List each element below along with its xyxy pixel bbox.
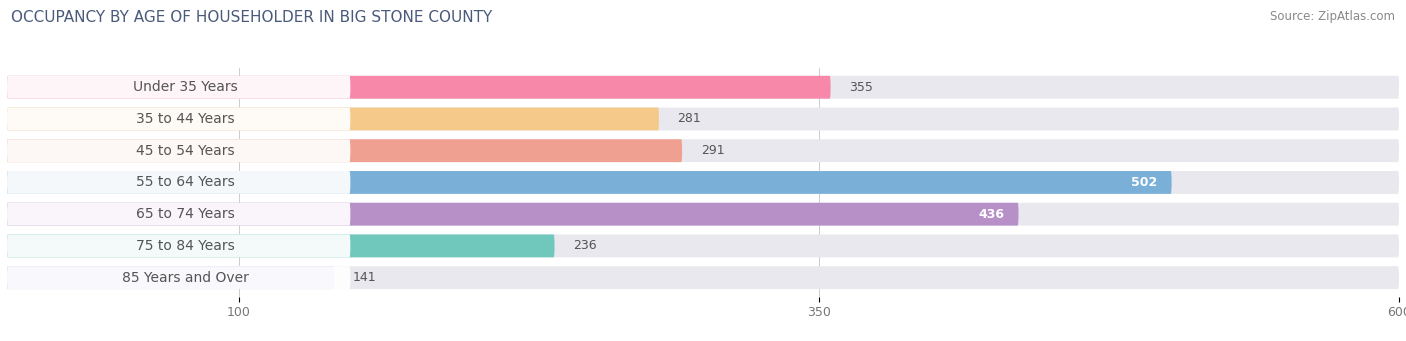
Text: 436: 436 <box>979 208 1004 221</box>
Text: 35 to 44 Years: 35 to 44 Years <box>136 112 235 126</box>
Text: 236: 236 <box>574 239 596 252</box>
FancyBboxPatch shape <box>7 203 350 226</box>
Text: 281: 281 <box>678 113 702 125</box>
Text: 502: 502 <box>1132 176 1157 189</box>
FancyBboxPatch shape <box>7 76 1399 99</box>
FancyBboxPatch shape <box>7 266 335 289</box>
Text: OCCUPANCY BY AGE OF HOUSEHOLDER IN BIG STONE COUNTY: OCCUPANCY BY AGE OF HOUSEHOLDER IN BIG S… <box>11 10 492 25</box>
FancyBboxPatch shape <box>7 266 350 289</box>
FancyBboxPatch shape <box>7 107 1399 130</box>
FancyBboxPatch shape <box>7 76 350 99</box>
Text: 141: 141 <box>353 271 377 284</box>
Text: 55 to 64 Years: 55 to 64 Years <box>136 175 235 190</box>
FancyBboxPatch shape <box>7 171 1171 194</box>
FancyBboxPatch shape <box>7 139 1399 162</box>
FancyBboxPatch shape <box>7 235 350 257</box>
Text: Under 35 Years: Under 35 Years <box>134 80 238 94</box>
FancyBboxPatch shape <box>7 235 554 257</box>
Text: 291: 291 <box>700 144 724 157</box>
FancyBboxPatch shape <box>7 235 1399 257</box>
Text: 355: 355 <box>849 81 873 94</box>
Text: 75 to 84 Years: 75 to 84 Years <box>136 239 235 253</box>
FancyBboxPatch shape <box>7 171 1399 194</box>
Text: Source: ZipAtlas.com: Source: ZipAtlas.com <box>1270 10 1395 23</box>
FancyBboxPatch shape <box>7 203 1018 226</box>
FancyBboxPatch shape <box>7 107 659 130</box>
FancyBboxPatch shape <box>7 203 1399 226</box>
Text: 45 to 54 Years: 45 to 54 Years <box>136 144 235 158</box>
Text: 85 Years and Over: 85 Years and Over <box>122 271 249 285</box>
FancyBboxPatch shape <box>7 139 682 162</box>
FancyBboxPatch shape <box>7 171 350 194</box>
Text: 65 to 74 Years: 65 to 74 Years <box>136 207 235 221</box>
FancyBboxPatch shape <box>7 107 350 130</box>
FancyBboxPatch shape <box>7 266 1399 289</box>
FancyBboxPatch shape <box>7 76 831 99</box>
FancyBboxPatch shape <box>7 139 350 162</box>
